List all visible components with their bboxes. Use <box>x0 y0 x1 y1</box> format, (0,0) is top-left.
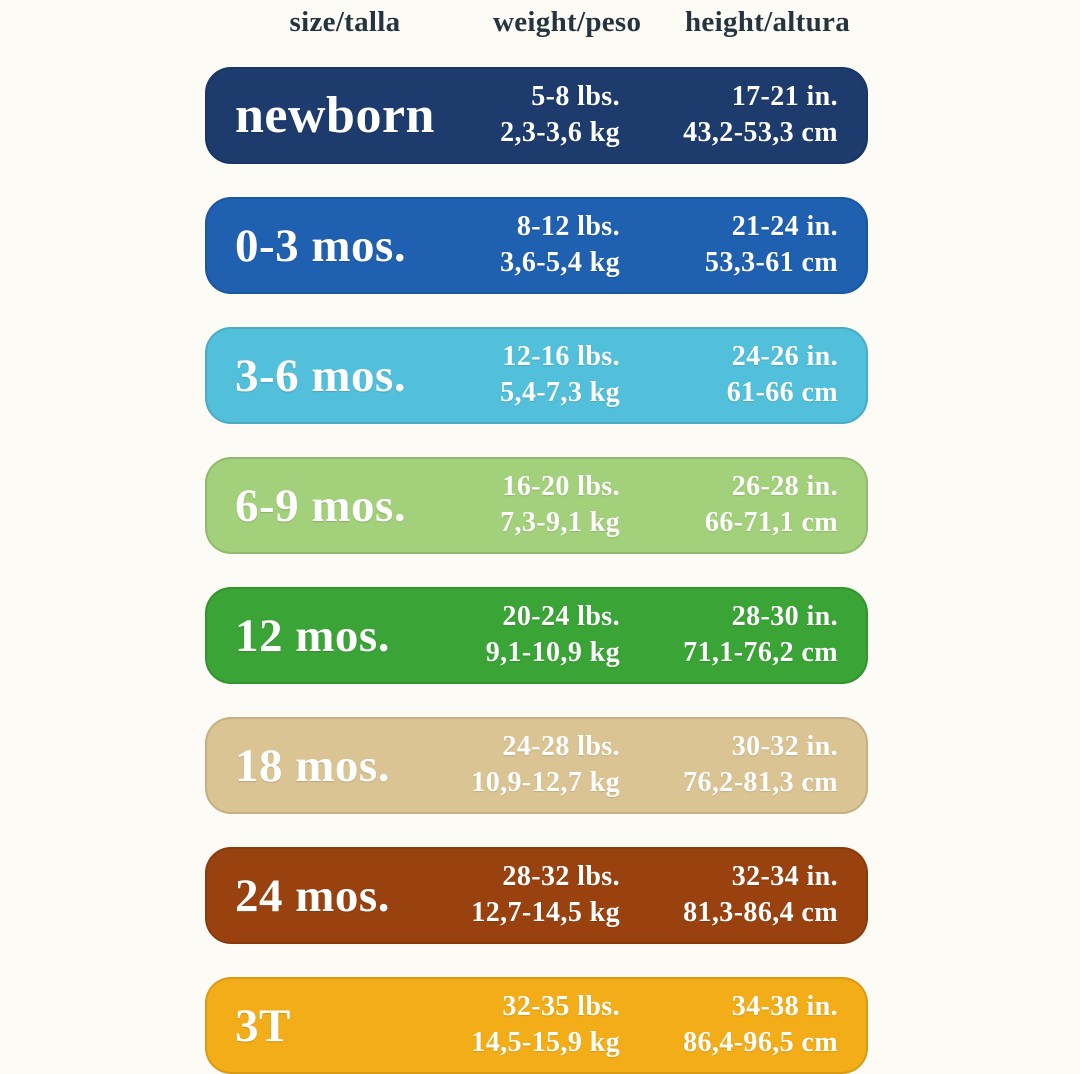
weight-lbs: 8-12 lbs. <box>516 211 620 243</box>
weight-lbs: 5-8 lbs. <box>531 81 620 113</box>
height-cm: 66-71,1 cm <box>704 507 838 538</box>
column-header-height: height/altura <box>684 6 850 38</box>
weight-cell: 16-20 lbs. 7,3-9,1 kg <box>455 471 620 539</box>
height-in: 34-38 in. <box>731 991 838 1023</box>
height-cm: 71,1-76,2 cm <box>683 637 838 668</box>
height-in: 24-26 in. <box>731 341 838 373</box>
size-row-24-mos: 24 mos. 28-32 lbs. 12,7-14,5 kg 32-34 in… <box>205 847 868 944</box>
weight-kg: 12,7-14,5 kg <box>471 897 620 928</box>
size-label: 24 mos. <box>235 869 390 922</box>
weight-cell: 8-12 lbs. 3,6-5,4 kg <box>455 211 620 279</box>
size-row-6-9-mos: 6-9 mos. 16-20 lbs. 7,3-9,1 kg 26-28 in.… <box>205 457 868 554</box>
height-cell: 21-24 in. 53,3-61 cm <box>620 211 838 279</box>
weight-cell: 20-24 lbs. 9,1-10,9 kg <box>455 601 620 669</box>
height-in: 28-30 in. <box>731 601 838 633</box>
size-row-12-mos: 12 mos. 20-24 lbs. 9,1-10,9 kg 28-30 in.… <box>205 587 868 684</box>
weight-kg: 9,1-10,9 kg <box>485 637 620 668</box>
size-row-3t: 3T 32-35 lbs. 14,5-15,9 kg 34-38 in. 86,… <box>205 977 868 1074</box>
height-in: 26-28 in. <box>731 471 838 503</box>
size-label: 0-3 mos. <box>235 219 407 272</box>
height-cm: 43,2-53,3 cm <box>683 117 838 148</box>
weight-kg: 3,6-5,4 kg <box>500 247 620 278</box>
size-row-newborn: newborn 5-8 lbs. 2,3-3,6 kg 17-21 in. 43… <box>205 67 868 164</box>
weight-cell: 28-32 lbs. 12,7-14,5 kg <box>455 861 620 929</box>
size-row-18-mos: 18 mos. 24-28 lbs. 10,9-12,7 kg 30-32 in… <box>205 717 868 814</box>
height-cell: 30-32 in. 76,2-81,3 cm <box>620 731 838 799</box>
size-label: 6-9 mos. <box>235 479 407 532</box>
height-cm: 53,3-61 cm <box>704 247 838 278</box>
weight-lbs: 16-20 lbs. <box>502 471 620 503</box>
table-header: size/talla weight/peso height/altura <box>205 0 868 38</box>
weight-lbs: 12-16 lbs. <box>502 341 620 373</box>
height-cell: 28-30 in. 71,1-76,2 cm <box>620 601 838 669</box>
size-label: 12 mos. <box>235 609 390 662</box>
height-cm: 81,3-86,4 cm <box>683 897 838 928</box>
weight-kg: 14,5-15,9 kg <box>471 1027 620 1058</box>
size-label: 3-6 mos. <box>235 349 407 402</box>
weight-lbs: 32-35 lbs. <box>502 991 620 1023</box>
weight-kg: 2,3-3,6 kg <box>500 117 620 148</box>
size-label: newborn <box>235 87 435 144</box>
weight-lbs: 20-24 lbs. <box>502 601 620 633</box>
height-cell: 17-21 in. 43,2-53,3 cm <box>620 81 838 149</box>
weight-kg: 5,4-7,3 kg <box>500 377 620 408</box>
size-label: 18 mos. <box>235 739 390 792</box>
weight-kg: 7,3-9,1 kg <box>500 507 620 538</box>
height-cell: 34-38 in. 86,4-96,5 cm <box>620 991 838 1059</box>
weight-cell: 24-28 lbs. 10,9-12,7 kg <box>455 731 620 799</box>
height-cm: 61-66 cm <box>726 377 838 408</box>
height-in: 21-24 in. <box>731 211 838 243</box>
size-row-0-3-mos: 0-3 mos. 8-12 lbs. 3,6-5,4 kg 21-24 in. … <box>205 197 868 294</box>
height-in: 32-34 in. <box>731 861 838 893</box>
size-row-3-6-mos: 3-6 mos. 12-16 lbs. 5,4-7,3 kg 24-26 in.… <box>205 327 868 424</box>
weight-cell: 12-16 lbs. 5,4-7,3 kg <box>455 341 620 409</box>
height-cm: 76,2-81,3 cm <box>683 767 838 798</box>
height-in: 17-21 in. <box>731 81 838 113</box>
height-cell: 26-28 in. 66-71,1 cm <box>620 471 838 539</box>
size-label: 3T <box>235 999 291 1052</box>
weight-lbs: 24-28 lbs. <box>502 731 620 763</box>
height-cm: 86,4-96,5 cm <box>683 1027 838 1058</box>
height-cell: 32-34 in. 81,3-86,4 cm <box>620 861 838 929</box>
column-header-weight: weight/peso <box>493 6 642 38</box>
column-header-size: size/talla <box>289 6 401 38</box>
height-cell: 24-26 in. 61-66 cm <box>620 341 838 409</box>
weight-lbs: 28-32 lbs. <box>502 861 620 893</box>
height-in: 30-32 in. <box>731 731 838 763</box>
weight-cell: 5-8 lbs. 2,3-3,6 kg <box>455 81 620 149</box>
weight-cell: 32-35 lbs. 14,5-15,9 kg <box>455 991 620 1059</box>
weight-kg: 10,9-12,7 kg <box>471 767 620 798</box>
